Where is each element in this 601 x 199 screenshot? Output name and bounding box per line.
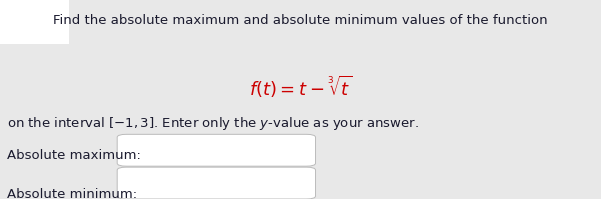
Text: $f(t) = t - \sqrt[3]{t}$: $f(t) = t - \sqrt[3]{t}$: [249, 74, 352, 100]
FancyBboxPatch shape: [117, 167, 316, 199]
Text: on the interval $[-1, 3]$. Enter only the $y$-value as your answer.: on the interval $[-1, 3]$. Enter only th…: [7, 115, 419, 132]
Text: Find the absolute maximum and absolute minimum values of the function: Find the absolute maximum and absolute m…: [53, 14, 548, 27]
FancyBboxPatch shape: [117, 134, 316, 166]
Text: Absolute minimum:: Absolute minimum:: [7, 188, 138, 199]
FancyBboxPatch shape: [0, 0, 69, 44]
Text: Absolute maximum:: Absolute maximum:: [7, 149, 141, 162]
